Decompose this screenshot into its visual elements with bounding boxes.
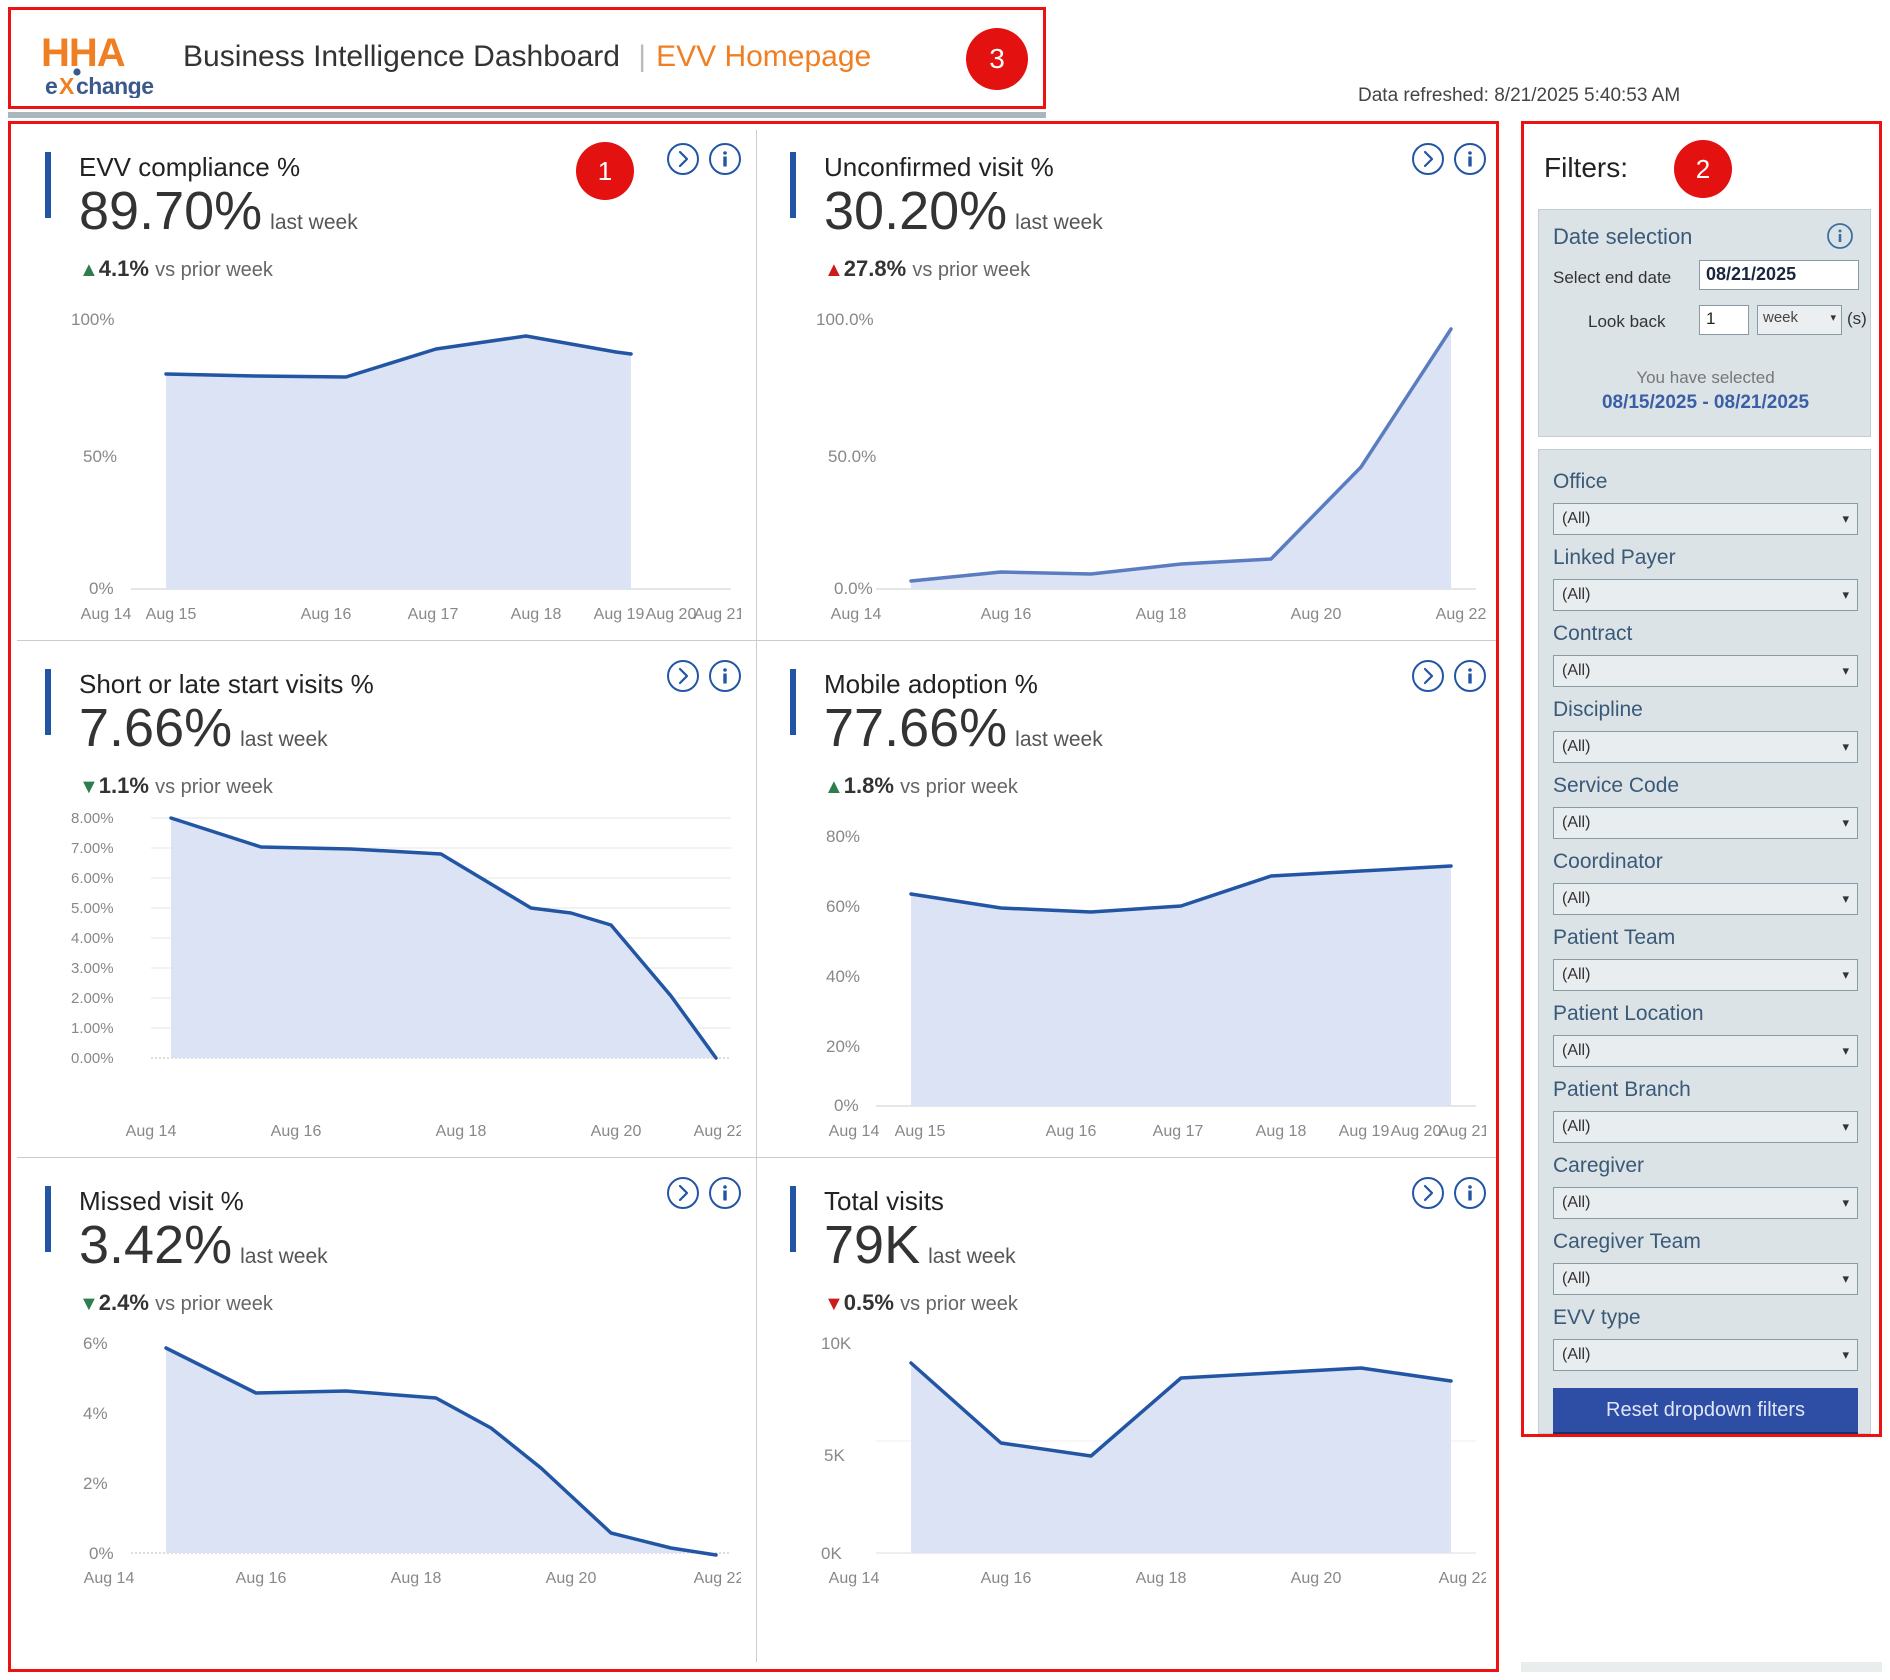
- svg-text:Aug 17: Aug 17: [1153, 1123, 1204, 1140]
- svg-text:0%: 0%: [89, 1544, 114, 1563]
- svg-text:10K: 10K: [821, 1334, 852, 1353]
- svg-text:6.00%: 6.00%: [71, 870, 114, 887]
- svg-text:0K: 0K: [821, 1544, 842, 1563]
- svg-text:100%: 100%: [71, 310, 114, 329]
- svg-text:Aug 14: Aug 14: [81, 606, 132, 623]
- svg-text:Aug 20: Aug 20: [546, 1570, 597, 1587]
- svg-text:Aug 14: Aug 14: [831, 606, 882, 623]
- svg-text:Aug 22: Aug 22: [694, 1570, 741, 1587]
- svg-text:Aug 16: Aug 16: [236, 1570, 287, 1587]
- svg-text:Aug 16: Aug 16: [981, 1570, 1032, 1587]
- svg-text:e: e: [45, 73, 57, 98]
- svg-text:Aug 16: Aug 16: [271, 1123, 322, 1140]
- svg-text:4%: 4%: [83, 1404, 108, 1423]
- svg-text:Aug 18: Aug 18: [511, 606, 562, 623]
- svg-text:1.00%: 1.00%: [71, 1020, 114, 1037]
- svg-text:Aug 17: Aug 17: [408, 606, 459, 623]
- svg-text:50.0%: 50.0%: [828, 447, 876, 466]
- svg-text:4.00%: 4.00%: [71, 930, 114, 947]
- svg-text:Aug 19: Aug 19: [594, 606, 645, 623]
- svg-text:Aug 16: Aug 16: [301, 606, 352, 623]
- svg-text:Aug 14: Aug 14: [84, 1570, 135, 1587]
- svg-text:Aug 20: Aug 20: [646, 606, 697, 623]
- svg-text:50%: 50%: [83, 447, 117, 466]
- svg-text:0.0%: 0.0%: [834, 579, 873, 598]
- svg-text:Aug 16: Aug 16: [981, 606, 1032, 623]
- svg-text:5.00%: 5.00%: [71, 900, 114, 917]
- svg-text:Aug 18: Aug 18: [1136, 1570, 1187, 1587]
- svg-text:3.00%: 3.00%: [71, 960, 114, 977]
- svg-text:change: change: [76, 73, 154, 98]
- svg-text:2.00%: 2.00%: [71, 990, 114, 1007]
- svg-text:Aug 22: Aug 22: [1436, 606, 1486, 623]
- svg-text:2%: 2%: [83, 1474, 108, 1493]
- svg-text:Aug 22: Aug 22: [1439, 1570, 1486, 1587]
- svg-text:20%: 20%: [826, 1037, 860, 1056]
- svg-text:Aug 19: Aug 19: [1339, 1123, 1390, 1140]
- svg-text:Aug 22: Aug 22: [694, 1123, 741, 1140]
- svg-text:40%: 40%: [826, 967, 860, 986]
- svg-text:Aug 14: Aug 14: [829, 1123, 880, 1140]
- svg-text:Aug 18: Aug 18: [1256, 1123, 1307, 1140]
- svg-text:Aug 18: Aug 18: [436, 1123, 487, 1140]
- svg-text:Aug 14: Aug 14: [829, 1570, 880, 1587]
- svg-text:Aug 14: Aug 14: [126, 1123, 177, 1140]
- svg-text:Aug 20: Aug 20: [1291, 606, 1342, 623]
- svg-text:Aug 20: Aug 20: [1391, 1123, 1442, 1140]
- svg-text:Aug 18: Aug 18: [1136, 606, 1187, 623]
- svg-text:Aug 21: Aug 21: [1439, 1123, 1486, 1140]
- svg-text:7.00%: 7.00%: [71, 840, 114, 857]
- svg-text:8.00%: 8.00%: [71, 810, 114, 827]
- svg-text:0%: 0%: [834, 1096, 859, 1115]
- svg-text:Aug 15: Aug 15: [146, 606, 197, 623]
- svg-text:Aug 16: Aug 16: [1046, 1123, 1097, 1140]
- svg-text:60%: 60%: [826, 897, 860, 916]
- svg-text:6%: 6%: [83, 1334, 108, 1353]
- svg-text:0.00%: 0.00%: [71, 1050, 114, 1067]
- svg-text:80%: 80%: [826, 827, 860, 846]
- svg-text:Aug 20: Aug 20: [1291, 1570, 1342, 1587]
- svg-text:Aug 15: Aug 15: [895, 1123, 946, 1140]
- svg-text:X: X: [59, 73, 75, 98]
- svg-text:HHA: HHA: [43, 31, 125, 75]
- svg-text:Aug 18: Aug 18: [391, 1570, 442, 1587]
- svg-text:0%: 0%: [89, 579, 114, 598]
- svg-text:5K: 5K: [824, 1446, 845, 1465]
- svg-text:Aug 21: Aug 21: [694, 606, 741, 623]
- svg-text:100.0%: 100.0%: [816, 310, 874, 329]
- svg-text:Aug 20: Aug 20: [591, 1123, 642, 1140]
